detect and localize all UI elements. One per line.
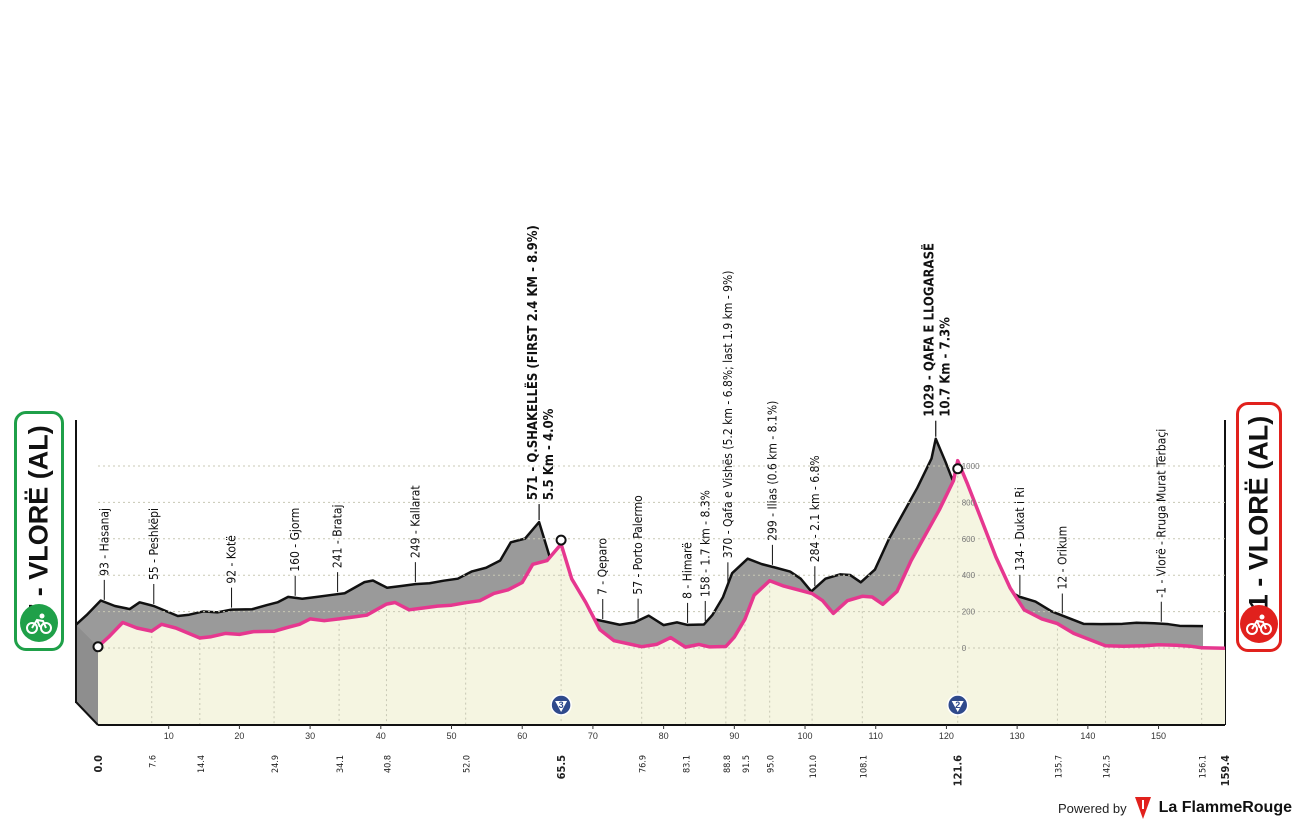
distance-marker-label: 108.1 [859, 755, 869, 778]
distance-marker-label: 40.8 [383, 755, 393, 773]
distance-marker-label: 24.9 [271, 755, 281, 773]
profile-fill [98, 460, 1225, 725]
location-label: 55 - Peshkëpi [147, 508, 161, 580]
altitude-series-line [96, 458, 1226, 650]
climb-details: 5.5 Km - 4.0% [542, 408, 557, 500]
location-label: 370 - Qafa e Vishës (5.2 km - 6.8%; last… [721, 270, 735, 558]
cyclist-icon [20, 604, 58, 642]
location-label: 134 - Dukat i Ri [1013, 487, 1027, 571]
altitude-line [96, 458, 1226, 650]
climb-name: 571 - Q.SHAKELLËS (FIRST 2.4 KM - 8.9%) [525, 225, 541, 500]
location-label: 241 - Brataj [331, 504, 345, 568]
start-badge-label: 7 - VLORË (AL) [23, 424, 54, 619]
distance-tick-label: 150 [1151, 731, 1166, 741]
location-label: 249 - Kallarat [408, 485, 422, 558]
location-label: 284 - 2.1 km - 6.8% [808, 455, 822, 562]
climb-summit-point [952, 463, 964, 475]
altitude-tick-label: 0 [962, 644, 967, 653]
altitude-tick-label: 200 [962, 608, 976, 617]
climb-summit-point [555, 534, 567, 546]
climb-category-label: 2 [955, 700, 960, 710]
location-label: 12 - Orikum [1055, 526, 1069, 590]
distance-tick-label: 120 [939, 731, 954, 741]
distance-tick-label: 80 [659, 731, 669, 741]
distance-marker-label: 65.5 [555, 755, 568, 780]
climb-category-label: 3 [559, 700, 564, 710]
distance-marker-label: 34.1 [336, 755, 346, 773]
distance-tick-label: 100 [798, 731, 813, 741]
location-label: 7 - Qeparo [596, 538, 610, 595]
distance-marker-label: 83.1 [683, 755, 693, 773]
distance-tick-label: 90 [729, 731, 739, 741]
distance-marker-label: 101.0 [809, 755, 819, 778]
distance-marker-label: 0.0 [92, 755, 105, 773]
powered-by[interactable]: Powered by La FlammeRouge [1058, 797, 1292, 819]
finish-badge-label: -1 - VLORË (AL) [1243, 415, 1274, 619]
location-label: 93 - Hasanaj [97, 508, 111, 576]
distance-marker-label: 135.7 [1054, 755, 1064, 778]
finish-badge: -1 - VLORË (AL) [1236, 402, 1282, 652]
distance-marker-label: 159.4 [1219, 755, 1232, 786]
distance-tick-label: 20 [234, 731, 244, 741]
distance-marker-label: 7.6 [149, 755, 159, 768]
brand-name: La FlammeRouge [1158, 799, 1292, 816]
altitude-axis: 0 200 400 600 800 1000 [962, 462, 980, 653]
location-label: 158 - 1.7 km - 8.3% [698, 490, 712, 597]
climb-name: 1029 - QAFA E LLOGARASË [922, 243, 938, 417]
climb-details: 10.7 Km - 7.3% [939, 317, 954, 417]
start-finish-markers [92, 463, 964, 653]
distance-marker-label: 14.4 [197, 755, 207, 773]
altitude-tick-label: 1000 [962, 462, 980, 471]
climb-category-triangle [555, 701, 568, 712]
climb-category-triangle [951, 701, 964, 712]
distance-marker-label: 52.0 [463, 755, 473, 773]
distance-axis: 10 20 30 40 50 60 70 80 90 100 110 120 130 140 150 0.0 7… [92, 725, 1232, 786]
climb-labels: 571 - Q.SHAKELLËS (FIRST 2.4 KM - 8.9%) 5… [525, 225, 969, 716]
distance-marker-label: 88.8 [723, 755, 733, 773]
distance-tick-label: 10 [164, 731, 174, 741]
profile-side-face [76, 624, 98, 725]
start-badge: 7 - VLORË (AL) [14, 411, 64, 651]
distance-marker-label: 121.6 [952, 755, 965, 786]
powered-by-label: Powered by [1057, 800, 1127, 816]
profile-baseline [75, 701, 1225, 726]
flame-logo-icon [1134, 797, 1151, 819]
baseline-corner [75, 701, 99, 726]
altitude-tick-label: 800 [962, 498, 976, 507]
location-label: 57 - Porto Palermo [631, 495, 645, 595]
altitude-tick-label: 400 [962, 571, 976, 580]
start-point [92, 641, 104, 653]
location-label: 299 - Ilias (0.6 km - 8.1%) [765, 401, 779, 541]
location-labels: 93 - Hasanaj 55 - Peshkëpi 92 - Kotë 160 - … [97, 270, 1168, 623]
distance-marker-label: 91.5 [742, 755, 752, 773]
distance-tick-label: 30 [305, 731, 315, 741]
cyclist-icon [1240, 605, 1278, 643]
distance-tick-label: 40 [376, 731, 386, 741]
distance-marker-label: 76.9 [639, 755, 649, 773]
altitude-tick-label: 600 [962, 535, 976, 544]
location-label: 92 - Kotë [225, 535, 239, 584]
location-label: 160 - Gjorm [288, 508, 302, 572]
distance-marker-label: 156.1 [1199, 755, 1209, 778]
distance-tick-label: 50 [447, 731, 457, 741]
location-label: -1 - Vlorë - Rruga Murat Tërbaçi [1154, 429, 1168, 598]
distance-marker-label: 142.5 [1103, 755, 1113, 778]
distance-tick-label: 110 [869, 731, 883, 741]
profile-area [98, 460, 1225, 725]
distance-tick-label: 130 [1010, 731, 1025, 741]
distance-tick-label: 60 [517, 731, 527, 741]
location-label: 8 - Himarë [681, 542, 695, 599]
distance-tick-label: 70 [588, 731, 598, 741]
distance-tick-label: 140 [1080, 731, 1095, 741]
distance-marker-label: 95.0 [767, 755, 777, 773]
